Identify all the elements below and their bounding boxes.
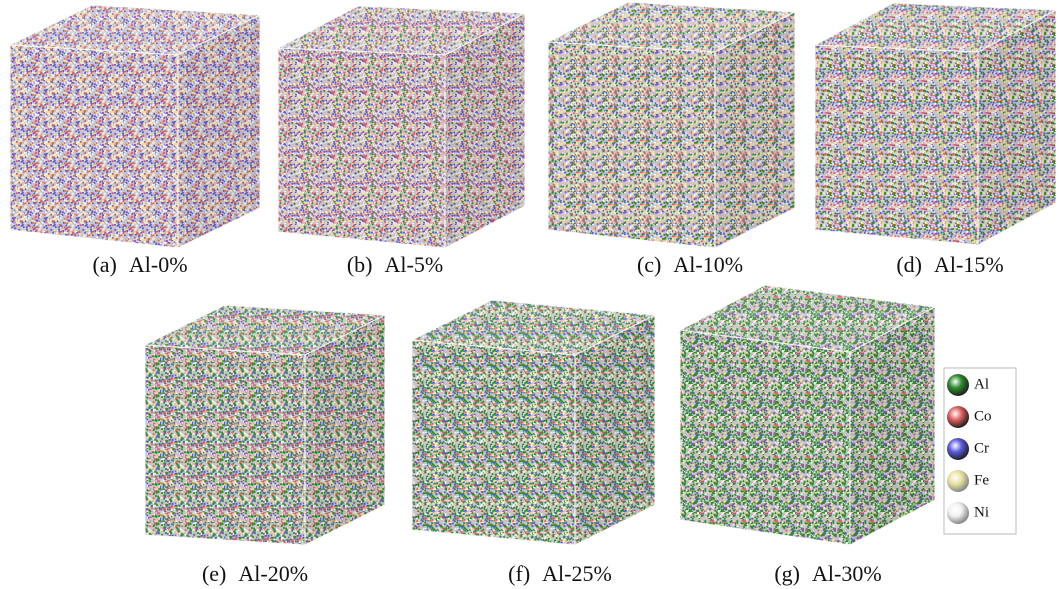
panel-caption: (a) Al-0% [92,252,187,277]
legend-swatch [947,438,969,460]
cube-front [10,45,178,248]
cube-right-shade [178,15,260,248]
panel-caption: (d) Al-15% [896,252,1003,277]
panel-tag: (c) [637,252,661,277]
legend-label: Al [974,376,989,392]
panel-tag: (e) [202,561,226,586]
cube-front [412,340,575,545]
cube-front [548,42,715,248]
panel-label: Al-20% [238,561,308,586]
legend-label: Co [974,408,992,424]
panel-caption: (e) Al-20% [202,561,308,586]
legend: Al Co Cr Fe Ni [944,368,1016,534]
cube-front [680,330,850,545]
cube-front [145,345,305,545]
panel-caption: (f) Al-25% [508,561,612,586]
panel-caption: (b) Al-5% [347,252,443,277]
legend-label: Cr [974,440,989,456]
panel-caption: (g) Al-30% [774,561,881,586]
legend-label: Ni [974,504,989,520]
panel-label: Al-30% [812,561,882,586]
panel-label: Al-5% [385,252,444,277]
panel-label: Al-10% [673,252,743,277]
panel-label: Al-25% [542,561,612,586]
panel-label: Al-15% [934,252,1004,277]
page: (a) Al-0% (b) Al-5% (c) Al-10% (d) Al-15% (e) Al-… [0,0,1059,589]
panel-tag: (f) [508,561,530,586]
cube-right-shade [715,12,795,248]
legend-swatch [947,470,969,492]
panel-tag: (d) [896,252,922,277]
legend-swatch [947,502,969,524]
panel-tag: (b) [347,252,373,277]
cube-front [815,45,978,245]
panel-caption: (c) Al-10% [637,252,743,277]
panel-label: Al-0% [129,252,188,277]
cube-front [278,48,445,248]
legend-swatch [947,374,969,396]
legend-swatch [947,406,969,428]
panel-tag: (g) [774,561,800,586]
legend-label: Fe [974,472,989,488]
figure: (a) Al-0% (b) Al-5% (c) Al-10% (d) Al-15% (e) Al-… [0,0,1059,589]
panel-tag: (a) [92,252,116,277]
